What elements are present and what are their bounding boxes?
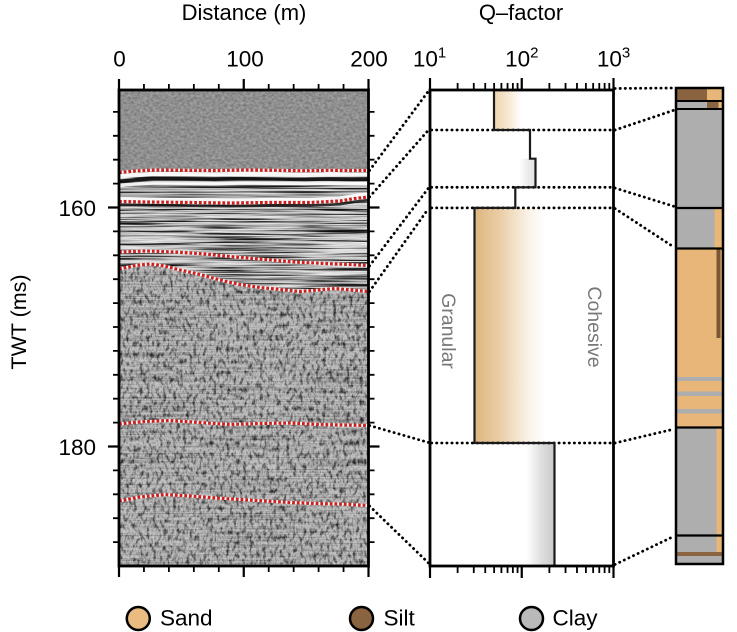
svg-text:Silt: Silt (384, 606, 416, 631)
svg-text:Cohesive: Cohesive (583, 286, 605, 367)
svg-text:160: 160 (58, 196, 96, 221)
svg-text:180: 180 (58, 435, 96, 460)
svg-text:Clay: Clay (553, 606, 599, 631)
svg-text:102: 102 (505, 45, 538, 72)
svg-text:Distance (m): Distance (m) (182, 0, 307, 25)
svg-text:101: 101 (413, 45, 446, 72)
svg-text:Q–factor: Q–factor (479, 0, 563, 25)
svg-text:Granular: Granular (437, 293, 459, 369)
svg-text:200: 200 (350, 47, 388, 72)
svg-text:103: 103 (597, 45, 630, 72)
svg-text:TWT (ms): TWT (ms) (7, 274, 31, 369)
svg-text:100: 100 (226, 47, 264, 72)
svg-text:0: 0 (113, 47, 126, 72)
svg-text:Sand: Sand (160, 606, 213, 631)
